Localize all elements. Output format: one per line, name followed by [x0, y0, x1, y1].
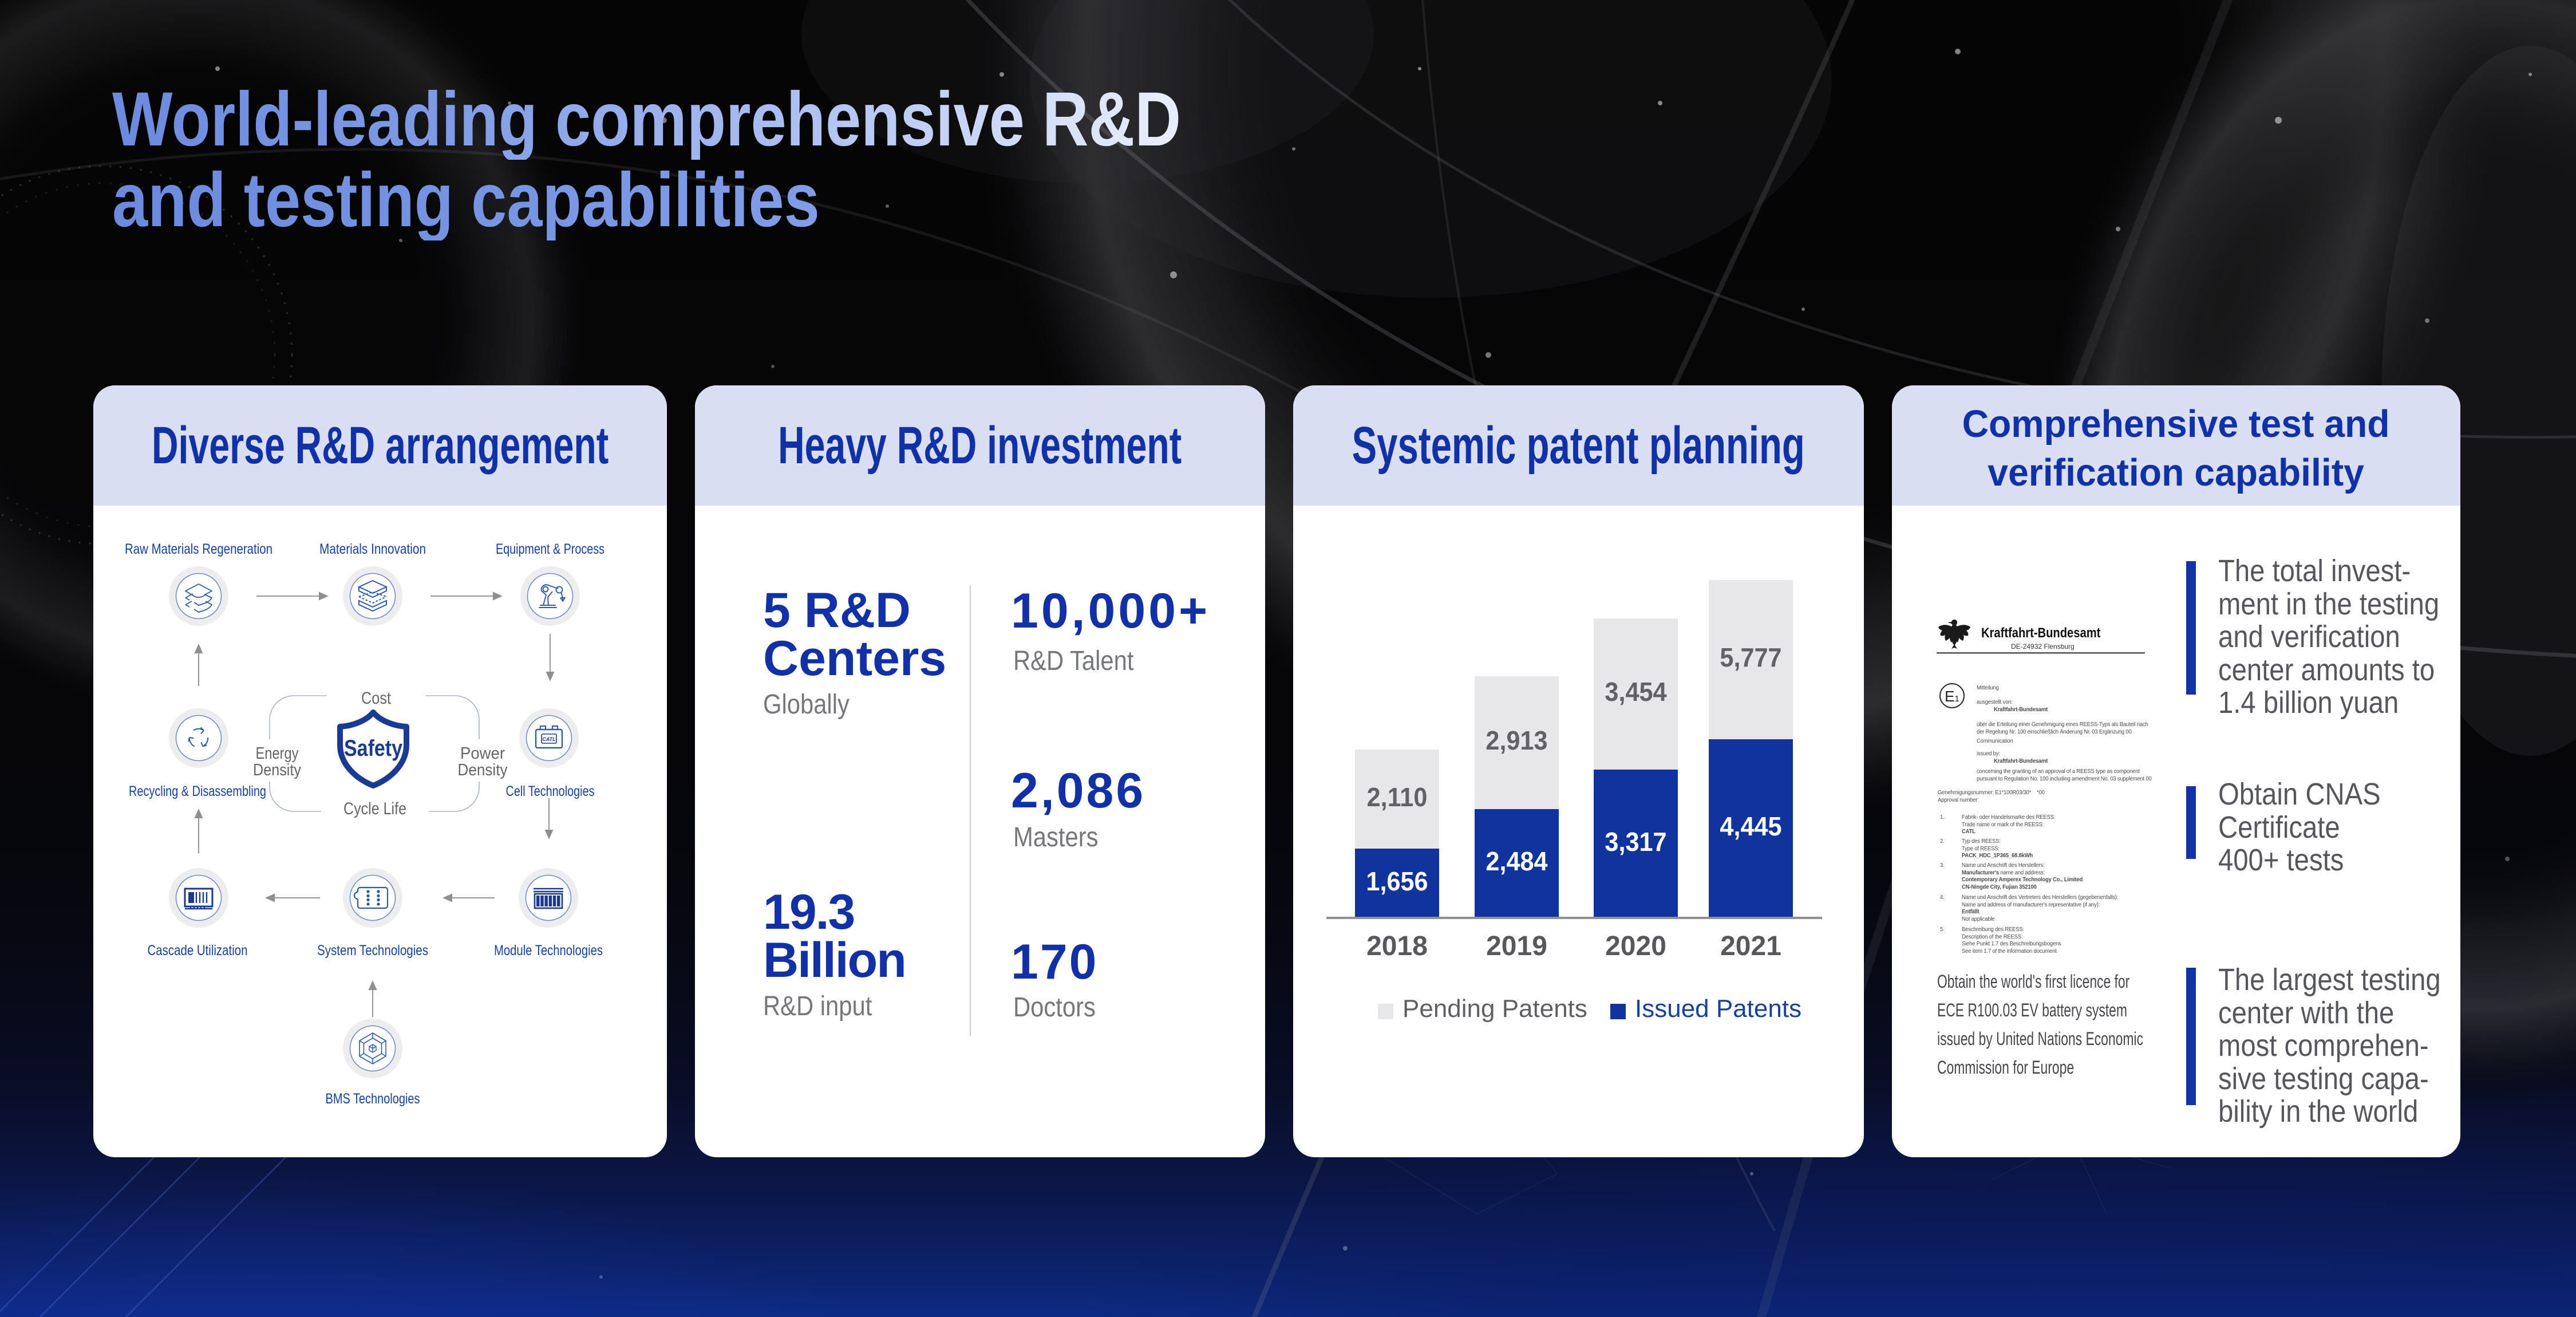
svg-text:Cascade Utilization: Cascade Utilization	[148, 943, 248, 959]
svg-text:Materials Innovation: Materials Innovation	[319, 541, 426, 557]
svg-text:Cell Technologies: Cell Technologies	[506, 783, 595, 799]
svg-text:Module Technologies: Module Technologies	[494, 943, 603, 959]
svg-text:System Technologies: System Technologies	[317, 943, 428, 959]
svg-text:Energy: Energy	[256, 744, 299, 763]
svg-text:Recycling & Disassembling: Recycling & Disassembling	[129, 783, 266, 799]
svg-text:Power: Power	[460, 744, 505, 763]
svg-text:Cycle Life: Cycle Life	[343, 799, 406, 818]
svg-text:Cost: Cost	[361, 689, 392, 708]
svg-text:CATL: CATL	[542, 736, 555, 742]
svg-text:Density: Density	[458, 761, 508, 779]
svg-text:Density: Density	[253, 761, 301, 779]
svg-text:Safety: Safety	[344, 736, 403, 761]
svg-text:BMS Technologies: BMS Technologies	[326, 1091, 420, 1107]
svg-text:Raw Materials Regeneration: Raw Materials Regeneration	[125, 541, 272, 557]
svg-text:Equipment & Process: Equipment & Process	[496, 541, 605, 557]
